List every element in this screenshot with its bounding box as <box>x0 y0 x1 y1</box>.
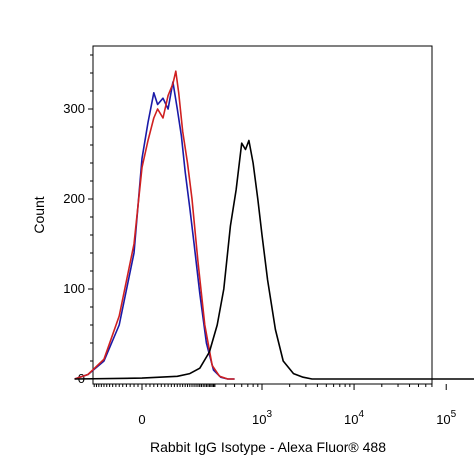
series-line-3 <box>74 139 474 380</box>
x-tick-label: 103 <box>252 409 272 427</box>
y-axis-title: Count <box>31 196 47 233</box>
y-tick-label: 200 <box>63 191 85 206</box>
x-tick-label: 105 <box>436 409 456 427</box>
x-tick-label: 0 <box>138 412 145 427</box>
y-tick-label: 300 <box>63 101 85 116</box>
series-line-1 <box>74 81 235 380</box>
x-axis: 0 103 104 105 <box>93 384 457 427</box>
plot-frame <box>92 45 433 385</box>
series-line-2 <box>74 70 235 380</box>
x-tick-label: 104 <box>344 409 364 427</box>
y-tick-label: 100 <box>63 281 85 296</box>
series-layer <box>74 70 474 380</box>
x-axis-title: Rabbit IgG Isotype - Alexa Fluor® 488 <box>150 439 386 455</box>
